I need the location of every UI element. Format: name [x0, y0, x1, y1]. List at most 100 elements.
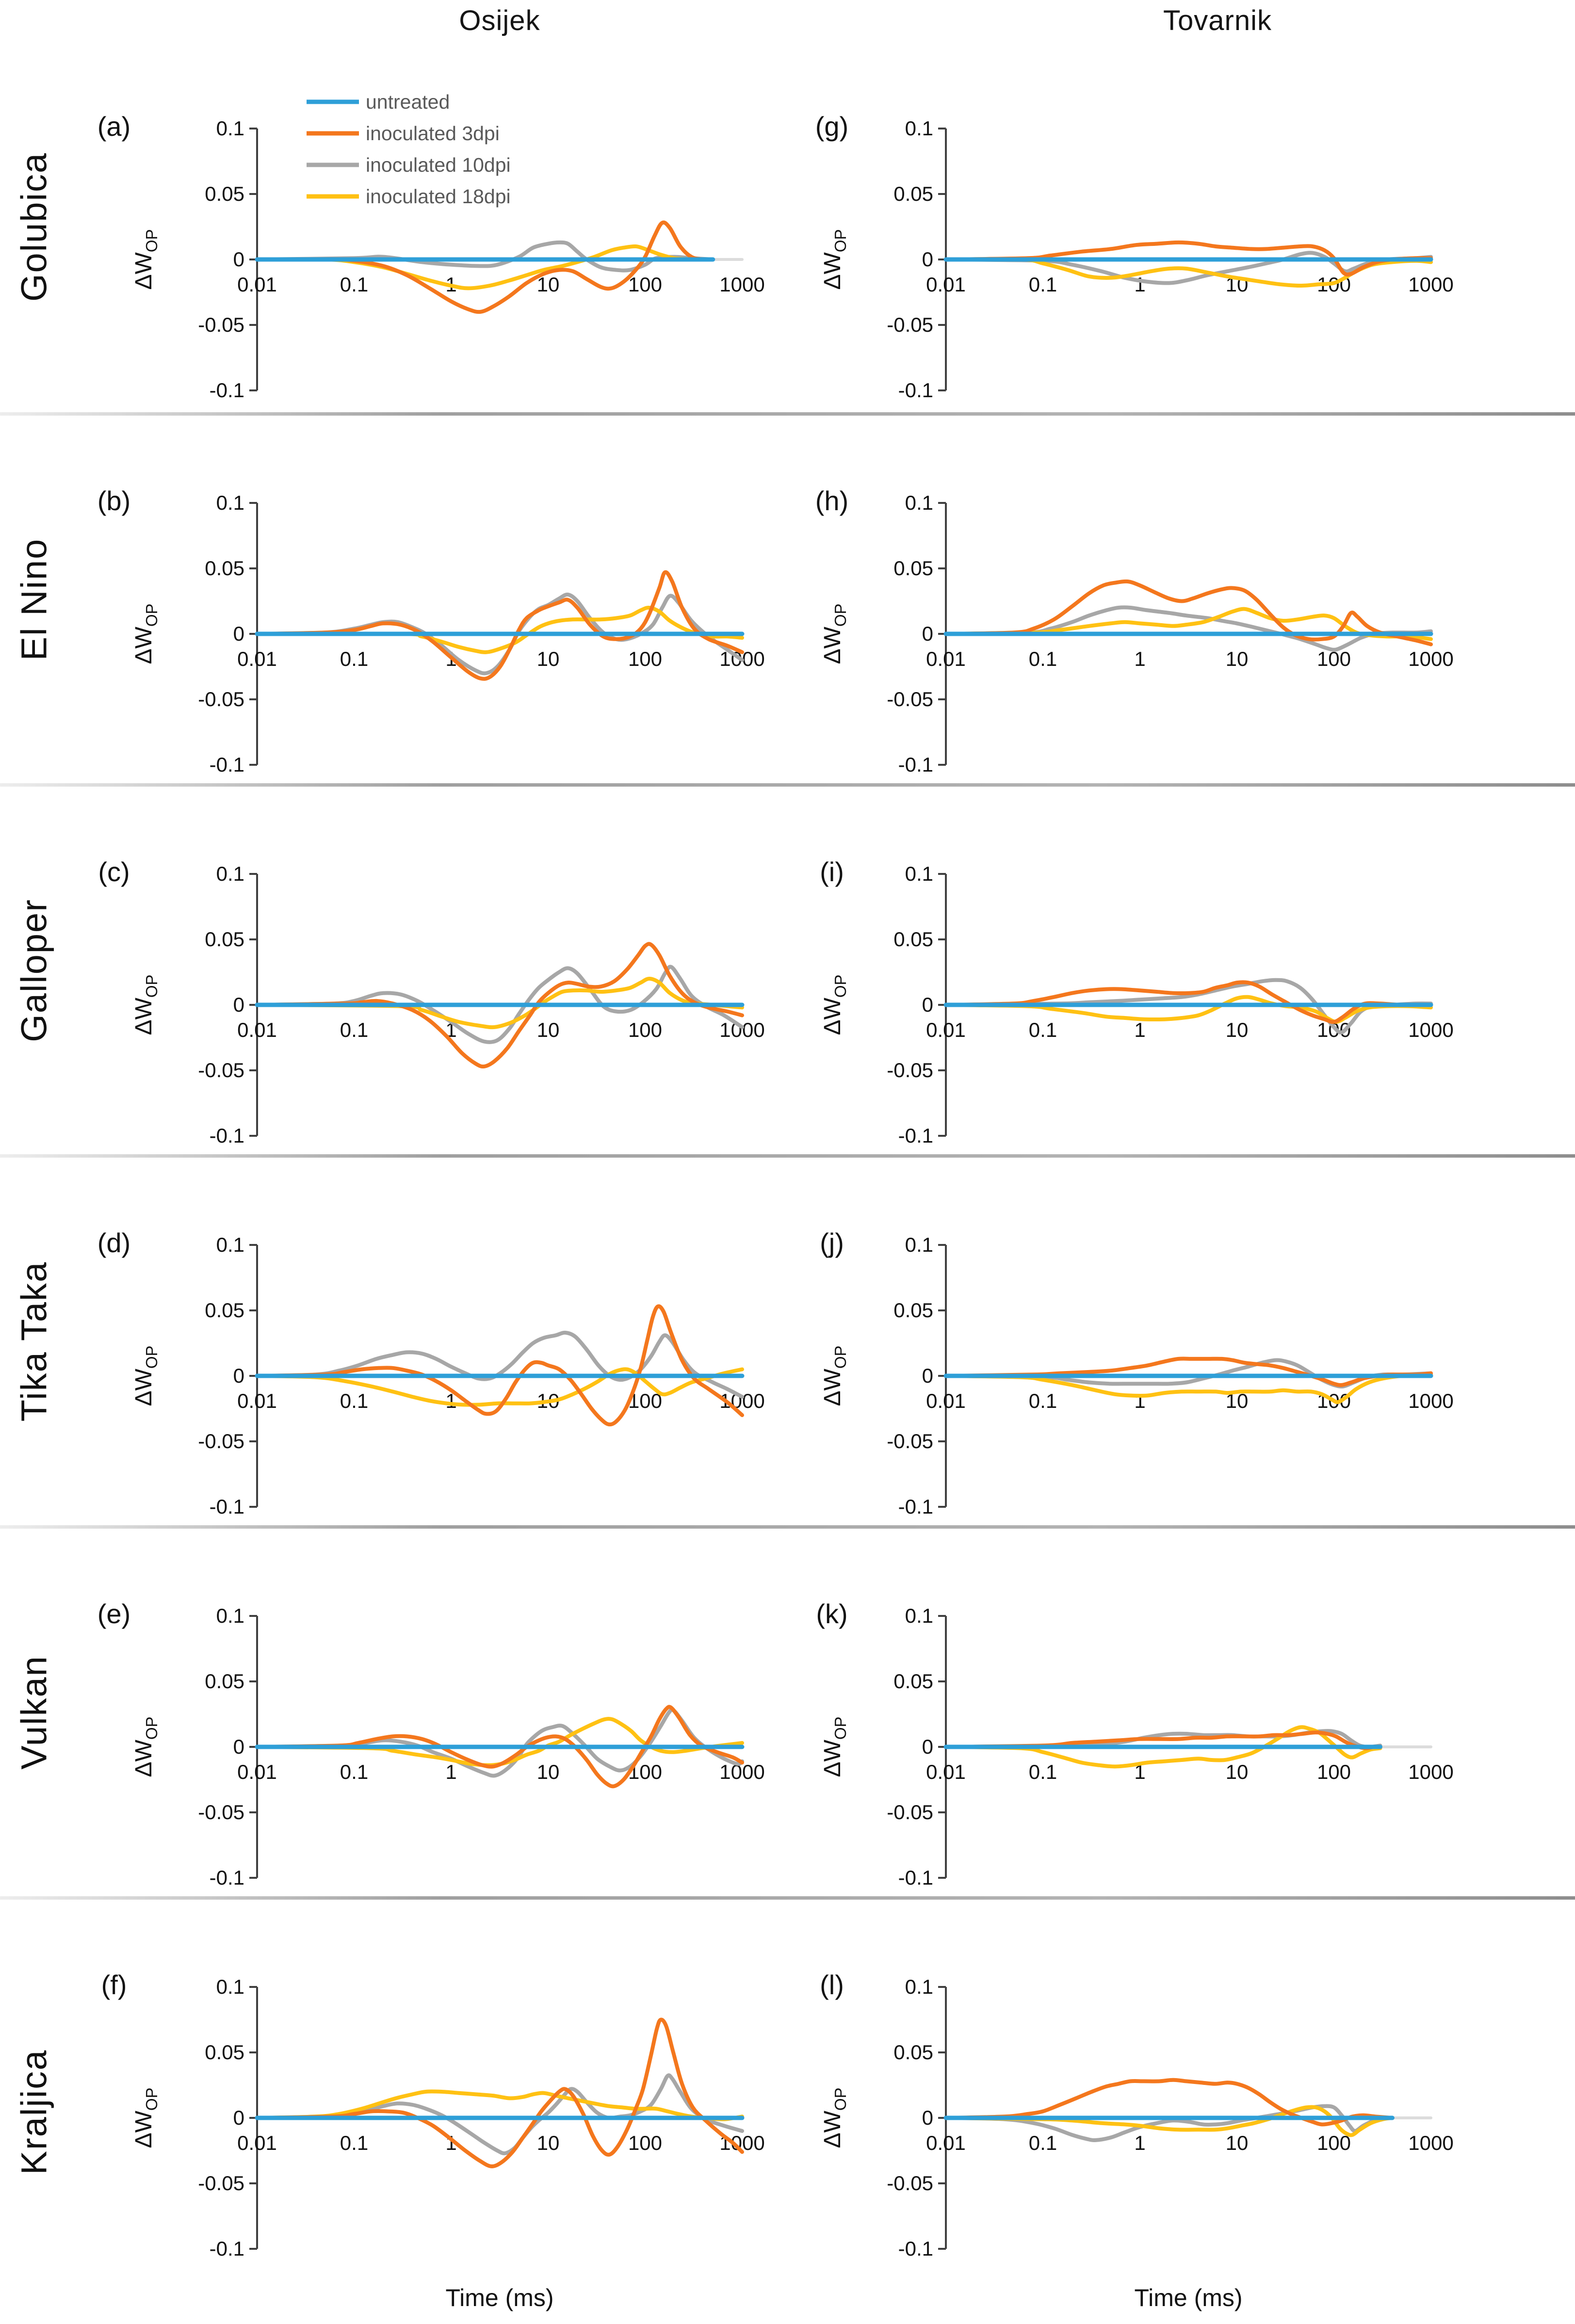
y-tick-label: -0.1	[210, 1495, 244, 1518]
y-tick-label: 0.05	[893, 2041, 933, 2064]
x-tick-label: 0.01	[926, 1018, 966, 1041]
x-tick-label: 0.1	[1029, 1760, 1057, 1783]
series-inoculated-18dpi	[944, 995, 1433, 1024]
x-tick-label: 100	[1317, 1760, 1351, 1783]
y-axis-title: ΔWOP	[131, 2087, 161, 2148]
series-inoculated-18dpi	[255, 1717, 744, 1767]
series-inoculated-3dpi	[255, 570, 744, 681]
row-label-vulkan: Vulkan	[0, 1529, 68, 1896]
y-axis-title: ΔWOP	[131, 1716, 161, 1777]
y-tick-label: 0.05	[893, 1670, 933, 1693]
chart-panel-k: 0.1 0.05 0 -0.05 -0.1 0.01 0.1 1 10 100 1000 ΔWOP (k…	[786, 1529, 1575, 1896]
x-tick-label: 0.1	[1029, 647, 1057, 670]
y-tick-label: 0	[233, 622, 244, 645]
y-tick-label: 0	[233, 1364, 244, 1387]
y-tick-label: 0	[233, 993, 244, 1016]
series-inoculated-10dpi	[255, 1330, 744, 1399]
x-tick-label: 0.01	[237, 647, 277, 670]
x-tick-label: 1000	[1408, 647, 1453, 670]
x-tick-label: 100	[628, 2131, 662, 2154]
y-tick-label: 0.1	[216, 117, 244, 140]
x-tick-label: 1	[1134, 1389, 1145, 1412]
x-tick-label: 1	[1134, 1018, 1145, 1041]
y-tick-label: 0.05	[205, 928, 244, 951]
panel-letter: (c)	[98, 856, 130, 887]
y-tick-label: 0	[233, 248, 244, 271]
y-tick-label: 0.05	[893, 557, 933, 580]
chart-panel-l: 0.1 0.05 0 -0.05 -0.1 0.01 0.1 1 10 100 1000 ΔWOP (l…	[786, 1900, 1575, 2324]
series-inoculated-18dpi	[255, 2089, 744, 2121]
y-axis-title: ΔWOP	[820, 1345, 849, 1406]
x-tick-label: 10	[1226, 647, 1249, 670]
series-inoculated-18dpi	[944, 607, 1433, 641]
series-inoculated-3dpi	[944, 1730, 1382, 1750]
y-axis-title: ΔWOP	[820, 974, 849, 1035]
x-tick-label: 0.01	[926, 273, 966, 296]
series-inoculated-3dpi	[255, 220, 715, 314]
column-title-osijek: Osijek	[459, 5, 540, 36]
y-tick-label: 0	[922, 622, 933, 645]
x-tick-label: 1000	[1408, 1389, 1453, 1412]
x-tick-label: 0.1	[1029, 1389, 1057, 1412]
y-tick-label: 0.1	[216, 862, 244, 885]
x-tick-label: 100	[1317, 2131, 1351, 2154]
y-tick-label: -0.1	[210, 1866, 244, 1889]
panel-letter: (b)	[97, 485, 130, 516]
chart-panel-f: 0.1 0.05 0 -0.05 -0.1 0.01 0.1 1 10 100 1000 ΔWOP (f…	[68, 1900, 786, 2324]
y-tick-label: 0.05	[893, 928, 933, 951]
x-tick-label: 1	[445, 1389, 456, 1412]
x-tick-label: 1000	[1408, 1760, 1453, 1783]
chart-svg-j: 0.10.050-0.05-0.10.01 0.1 1 10 100 1000ΔWOP(j…	[820, 1227, 1454, 1518]
chart-row-vulkan: Vulkan 0.1 0.05 0 -0.05 -0.1 0.01 0.1 1 10 100 1000…	[0, 1525, 1575, 1896]
x-tick-label: 1000	[1408, 2131, 1453, 2154]
y-tick-label: 0.05	[893, 182, 933, 205]
y-tick-label: -0.1	[898, 379, 933, 402]
chart-svg-g: 0.10.050-0.05-0.10.01 0.1 1 10 100 1000ΔWOP(g…	[815, 111, 1454, 402]
chart-svg-i: 0.10.050-0.05-0.10.01 0.1 1 10 100 1000ΔWOP(i…	[820, 856, 1454, 1147]
y-axis-title: ΔWOP	[820, 1716, 849, 1777]
series-inoculated-10dpi	[944, 2104, 1389, 2142]
row-label-text: Kraljica	[14, 2049, 54, 2175]
chart-grid: Golubica 0.1 0.05 0 -0.05 -0.1 0.01 0.1 1 10 100 10…	[0, 41, 1575, 2324]
figure-header: Osijek Tovarnik	[0, 0, 1575, 41]
series-inoculated-10dpi	[944, 978, 1433, 1034]
y-tick-label: -0.05	[198, 1801, 244, 1824]
x-tick-label: 100	[628, 273, 662, 296]
x-tick-label: 0.1	[1029, 273, 1057, 296]
series-inoculated-3dpi	[255, 942, 744, 1069]
panel-letter: (j)	[820, 1227, 844, 1258]
y-axis-title: ΔWOP	[131, 229, 161, 290]
y-tick-label: 0.05	[205, 557, 244, 580]
legend-label-untreated: untreated	[366, 91, 450, 113]
y-tick-label: 0.05	[205, 182, 244, 205]
x-tick-label: 10	[537, 1018, 560, 1041]
y-axis-title: ΔWOP	[131, 1345, 161, 1406]
y-tick-label: 0.1	[216, 491, 244, 514]
panel-letter: (l)	[820, 1969, 844, 2000]
chart-svg-e: 0.10.050-0.05-0.10.01 0.1 1 10 100 1000ΔWOP(e…	[97, 1598, 765, 1889]
x-tick-label: 1	[1134, 273, 1145, 296]
y-axis-title: ΔWOP	[820, 603, 849, 664]
chart-svg-l: 0.1 0.05 0 -0.05 -0.1 0.01 0.1 1 10 100 1000 ΔWOP (l…	[820, 1969, 1454, 2311]
x-tick-label: 100	[628, 1018, 662, 1041]
x-tick-label: 1000	[719, 1018, 764, 1041]
y-tick-label: -0.05	[887, 2172, 933, 2195]
series-inoculated-10dpi	[944, 251, 1433, 285]
panel-letter: (f)	[101, 1969, 127, 2000]
row-label-tika-taka: Tika Taka	[0, 1158, 68, 1525]
chart-svg-d: 0.10.050-0.05-0.10.01 0.1 1 10 100 1000ΔWOP(d…	[97, 1227, 765, 1518]
chart-row-galloper: Galloper 0.1 0.05 0 -0.05 -0.1 0.01 0.1 1 10 100 10…	[0, 783, 1575, 1154]
x-tick-label: 0.1	[340, 647, 368, 670]
series-inoculated-10dpi	[255, 965, 744, 1044]
y-tick-label: -0.05	[887, 313, 933, 336]
x-tick-label: 1	[1134, 2131, 1145, 2154]
y-tick-label: 0.1	[905, 1604, 933, 1627]
y-tick-label: -0.1	[210, 379, 244, 402]
y-tick-label: -0.05	[198, 313, 244, 336]
y-tick-label: -0.1	[210, 2237, 244, 2260]
panel-letter: (a)	[97, 111, 130, 142]
x-tick-label: 1000	[719, 273, 764, 296]
chart-row-el-nino: El Nino 0.1 0.05 0 -0.05 -0.1 0.01 0.1 1 10 100 100…	[0, 412, 1575, 783]
y-tick-label: -0.05	[887, 1430, 933, 1452]
x-tick-label: 10	[537, 647, 560, 670]
